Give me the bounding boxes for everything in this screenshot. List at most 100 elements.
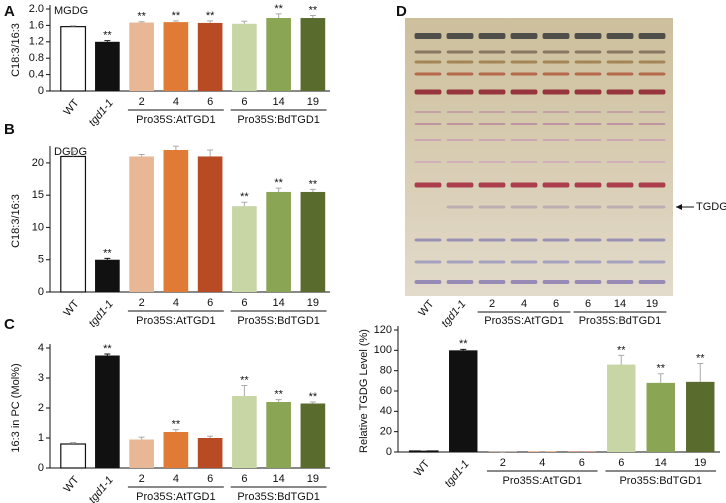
x-tick-label: 4 (539, 457, 545, 469)
tlc-band (478, 111, 506, 113)
tlc-band (542, 111, 570, 113)
tlc-band (638, 238, 666, 242)
error-bar (207, 149, 214, 157)
tlc-band (574, 238, 602, 242)
significance: ** (274, 389, 283, 401)
tlc-bands (414, 33, 666, 284)
bar (95, 259, 120, 292)
tlc-band (574, 123, 602, 125)
significance: ** (309, 4, 318, 16)
y-axis-label: 16:3 in PC (Mol%) (10, 363, 22, 452)
band-label: TGDG (696, 201, 726, 213)
tlc-band (446, 238, 474, 242)
tlc-band (510, 205, 538, 209)
tlc-band (446, 161, 474, 163)
tlc-band (542, 139, 570, 141)
tlc-band (638, 33, 666, 39)
tlc-band (478, 182, 506, 188)
tlc-band (606, 33, 634, 39)
chart-title: MGDG (54, 5, 88, 17)
y-tick-label: 2 (38, 402, 44, 414)
x-tick-label: tgd1-1 (87, 97, 116, 129)
x-tick-label: 14 (655, 457, 667, 469)
lane-label: 6 (585, 298, 591, 310)
tlc-band (606, 260, 634, 264)
tlc-band (574, 72, 602, 76)
group-label: Pro35S:BdTGD1 (237, 114, 320, 126)
tlc-band (446, 50, 474, 54)
tlc-band (414, 182, 442, 188)
group-label: Pro35S:BdTGD1 (237, 315, 320, 327)
bar (646, 382, 675, 452)
x-tick-label: 6 (241, 473, 247, 485)
significance: ** (459, 338, 468, 350)
tlc-band (606, 161, 634, 163)
tlc-band (446, 182, 474, 188)
group-label: Pro35S:BdTGD1 (579, 315, 662, 327)
group-label: Pro35S:AtTGD1 (503, 475, 582, 487)
y-tick-label: 10 (32, 221, 44, 233)
bar (197, 22, 223, 91)
error-bar (172, 429, 179, 432)
tlc-band (542, 238, 570, 242)
error-bar (172, 145, 179, 150)
group-label: Pro35S:AtTGD1 (136, 315, 215, 327)
tlc-band (446, 123, 474, 125)
lane-label: 6 (553, 298, 559, 310)
group-label: Pro35S:AtTGD1 (484, 315, 563, 327)
tlc-band (510, 161, 538, 163)
tlc-band (478, 161, 506, 163)
tlc-band (574, 205, 602, 209)
lane-label: 14 (614, 298, 626, 310)
tlc-band (638, 139, 666, 141)
tlc-band (542, 89, 570, 95)
tlc-band (606, 280, 634, 284)
lane-label: 2 (489, 298, 495, 310)
tlc-band (638, 182, 666, 188)
error-bar (697, 363, 704, 382)
tlc-band (638, 60, 666, 64)
group-label: Pro35S:AtTGD1 (136, 114, 215, 126)
error-bar (241, 20, 248, 24)
bar (232, 396, 257, 468)
bar (686, 381, 715, 452)
y-tick-label: 80 (380, 365, 392, 377)
tlc-panel: D TGDG (396, 3, 726, 296)
tlc-band (574, 33, 602, 39)
group-label: Pro35S:BdTGD1 (237, 491, 320, 503)
y-axis-label: C18:3/16:3 (10, 23, 22, 77)
tlc-band (574, 161, 602, 163)
tlc-band (510, 260, 538, 264)
significance: ** (617, 344, 626, 356)
tlc-band (510, 139, 538, 141)
error-bar (309, 401, 316, 404)
y-tick-label: 60 (380, 385, 392, 397)
error-bar (420, 449, 427, 451)
significance: ** (206, 10, 215, 22)
error-bar (104, 257, 111, 260)
y-tick-label: 3 (38, 372, 44, 384)
x-tick-label: 6 (618, 457, 624, 469)
bar (266, 191, 291, 292)
bar (300, 191, 326, 292)
tlc-band (574, 111, 602, 113)
tlc-band (414, 238, 442, 242)
tlc-band (510, 89, 538, 95)
tlc-band (414, 123, 442, 125)
x-tick-label: 2 (139, 297, 145, 309)
tlc-band (414, 260, 442, 264)
y-tick-label: 15 (32, 189, 44, 201)
x-tick-label: 4 (173, 96, 179, 108)
tlc-band (478, 260, 506, 264)
significance: ** (274, 3, 283, 15)
y-tick-label: 0 (38, 462, 44, 474)
x-tick-label: WT (61, 298, 81, 319)
tlc-band (542, 280, 570, 284)
y-tick-label: 20 (380, 426, 392, 438)
tlc-band (638, 123, 666, 125)
bar (266, 18, 291, 91)
error-bar (138, 436, 145, 440)
bar (449, 350, 478, 452)
error-bar (657, 373, 664, 383)
